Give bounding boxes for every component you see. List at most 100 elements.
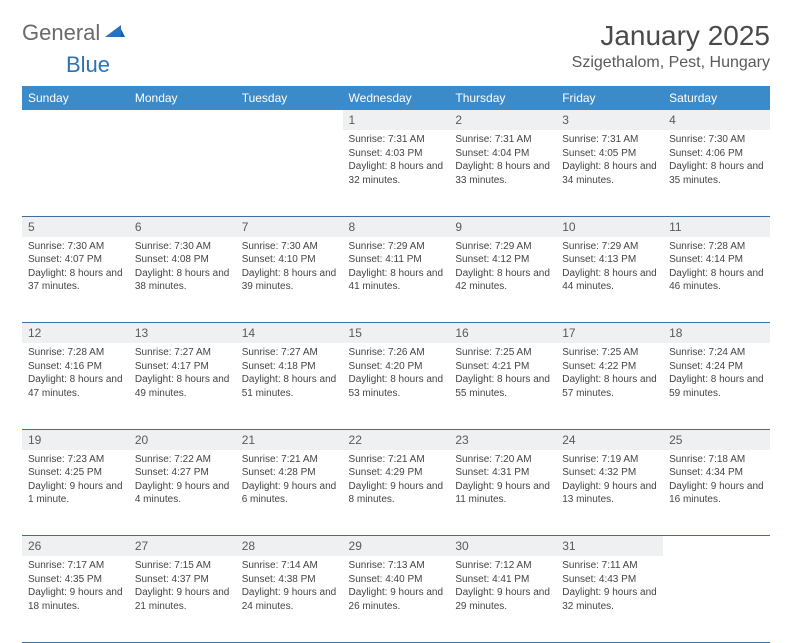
day-number-cell: 29 [343,536,450,557]
day-cell: Sunrise: 7:23 AMSunset: 4:25 PMDaylight:… [22,450,129,536]
weekday-header: Friday [556,86,663,110]
day-number-cell: 30 [449,536,556,557]
day-cell [236,130,343,216]
logo-mark-icon [105,23,125,44]
weekday-header: Saturday [663,86,770,110]
day-details: Sunrise: 7:30 AMSunset: 4:07 PMDaylight:… [22,237,129,299]
day-number-cell: 24 [556,429,663,450]
day-cell: Sunrise: 7:25 AMSunset: 4:22 PMDaylight:… [556,343,663,429]
day-content-row: Sunrise: 7:17 AMSunset: 4:35 PMDaylight:… [22,556,770,642]
day-details: Sunrise: 7:22 AMSunset: 4:27 PMDaylight:… [129,450,236,512]
day-number-cell: 12 [22,323,129,344]
day-number-cell: 11 [663,216,770,237]
day-cell: Sunrise: 7:30 AMSunset: 4:10 PMDaylight:… [236,237,343,323]
day-cell: Sunrise: 7:25 AMSunset: 4:21 PMDaylight:… [449,343,556,429]
day-number-cell [129,110,236,130]
day-details: Sunrise: 7:27 AMSunset: 4:18 PMDaylight:… [236,343,343,405]
day-number-cell: 8 [343,216,450,237]
day-details: Sunrise: 7:31 AMSunset: 4:05 PMDaylight:… [556,130,663,192]
day-details: Sunrise: 7:26 AMSunset: 4:20 PMDaylight:… [343,343,450,405]
day-number-cell: 21 [236,429,343,450]
day-cell [22,130,129,216]
day-number-row: 12131415161718 [22,323,770,344]
day-number-cell: 27 [129,536,236,557]
calendar-head: SundayMondayTuesdayWednesdayThursdayFrid… [22,86,770,110]
weekday-header: Tuesday [236,86,343,110]
calendar-table: SundayMondayTuesdayWednesdayThursdayFrid… [22,86,770,643]
day-details: Sunrise: 7:25 AMSunset: 4:22 PMDaylight:… [556,343,663,405]
day-details: Sunrise: 7:30 AMSunset: 4:10 PMDaylight:… [236,237,343,299]
day-number-cell: 19 [22,429,129,450]
day-cell: Sunrise: 7:18 AMSunset: 4:34 PMDaylight:… [663,450,770,536]
day-number-cell [22,110,129,130]
day-number-row: 567891011 [22,216,770,237]
day-details: Sunrise: 7:25 AMSunset: 4:21 PMDaylight:… [449,343,556,405]
logo: General [22,20,127,46]
weekday-header: Thursday [449,86,556,110]
day-cell: Sunrise: 7:21 AMSunset: 4:28 PMDaylight:… [236,450,343,536]
day-details: Sunrise: 7:20 AMSunset: 4:31 PMDaylight:… [449,450,556,512]
day-number-cell: 22 [343,429,450,450]
day-number-cell: 26 [22,536,129,557]
day-number-cell: 6 [129,216,236,237]
day-content-row: Sunrise: 7:23 AMSunset: 4:25 PMDaylight:… [22,450,770,536]
day-cell: Sunrise: 7:19 AMSunset: 4:32 PMDaylight:… [556,450,663,536]
day-number-cell: 9 [449,216,556,237]
day-cell [129,130,236,216]
day-details: Sunrise: 7:21 AMSunset: 4:28 PMDaylight:… [236,450,343,512]
day-number-cell: 18 [663,323,770,344]
day-number-cell: 17 [556,323,663,344]
day-cell: Sunrise: 7:22 AMSunset: 4:27 PMDaylight:… [129,450,236,536]
day-number-cell: 5 [22,216,129,237]
day-details: Sunrise: 7:18 AMSunset: 4:34 PMDaylight:… [663,450,770,512]
logo-text-blue: Blue [66,52,110,77]
day-number-cell: 23 [449,429,556,450]
day-details: Sunrise: 7:21 AMSunset: 4:29 PMDaylight:… [343,450,450,512]
day-number-row: 1234 [22,110,770,130]
day-details: Sunrise: 7:24 AMSunset: 4:24 PMDaylight:… [663,343,770,405]
day-cell: Sunrise: 7:27 AMSunset: 4:18 PMDaylight:… [236,343,343,429]
day-cell: Sunrise: 7:27 AMSunset: 4:17 PMDaylight:… [129,343,236,429]
day-cell: Sunrise: 7:11 AMSunset: 4:43 PMDaylight:… [556,556,663,642]
weekday-header: Wednesday [343,86,450,110]
logo-text-general: General [22,20,100,46]
day-details: Sunrise: 7:23 AMSunset: 4:25 PMDaylight:… [22,450,129,512]
day-number-cell: 15 [343,323,450,344]
day-cell: Sunrise: 7:28 AMSunset: 4:14 PMDaylight:… [663,237,770,323]
location: Szigethalom, Pest, Hungary [572,54,770,72]
day-details: Sunrise: 7:31 AMSunset: 4:03 PMDaylight:… [343,130,450,192]
day-details: Sunrise: 7:30 AMSunset: 4:06 PMDaylight:… [663,130,770,192]
day-number-cell: 13 [129,323,236,344]
day-cell: Sunrise: 7:15 AMSunset: 4:37 PMDaylight:… [129,556,236,642]
day-number-cell: 25 [663,429,770,450]
day-cell: Sunrise: 7:30 AMSunset: 4:07 PMDaylight:… [22,237,129,323]
day-details: Sunrise: 7:11 AMSunset: 4:43 PMDaylight:… [556,556,663,618]
calendar-body: 1234Sunrise: 7:31 AMSunset: 4:03 PMDayli… [22,110,770,642]
day-number-row: 19202122232425 [22,429,770,450]
day-cell [663,556,770,642]
day-cell: Sunrise: 7:29 AMSunset: 4:13 PMDaylight:… [556,237,663,323]
day-cell: Sunrise: 7:13 AMSunset: 4:40 PMDaylight:… [343,556,450,642]
day-details: Sunrise: 7:31 AMSunset: 4:04 PMDaylight:… [449,130,556,192]
day-cell: Sunrise: 7:30 AMSunset: 4:08 PMDaylight:… [129,237,236,323]
day-details: Sunrise: 7:13 AMSunset: 4:40 PMDaylight:… [343,556,450,618]
day-number-cell: 20 [129,429,236,450]
day-details: Sunrise: 7:29 AMSunset: 4:13 PMDaylight:… [556,237,663,299]
day-cell: Sunrise: 7:31 AMSunset: 4:05 PMDaylight:… [556,130,663,216]
day-cell: Sunrise: 7:28 AMSunset: 4:16 PMDaylight:… [22,343,129,429]
day-number-cell [236,110,343,130]
day-cell: Sunrise: 7:24 AMSunset: 4:24 PMDaylight:… [663,343,770,429]
day-cell: Sunrise: 7:21 AMSunset: 4:29 PMDaylight:… [343,450,450,536]
day-number-row: 262728293031 [22,536,770,557]
day-details: Sunrise: 7:17 AMSunset: 4:35 PMDaylight:… [22,556,129,618]
weekday-header: Monday [129,86,236,110]
day-cell: Sunrise: 7:14 AMSunset: 4:38 PMDaylight:… [236,556,343,642]
day-content-row: Sunrise: 7:31 AMSunset: 4:03 PMDaylight:… [22,130,770,216]
day-cell: Sunrise: 7:17 AMSunset: 4:35 PMDaylight:… [22,556,129,642]
day-content-row: Sunrise: 7:28 AMSunset: 4:16 PMDaylight:… [22,343,770,429]
day-number-cell: 1 [343,110,450,130]
day-number-cell: 14 [236,323,343,344]
day-number-cell: 2 [449,110,556,130]
day-cell: Sunrise: 7:29 AMSunset: 4:12 PMDaylight:… [449,237,556,323]
day-number-cell [663,536,770,557]
